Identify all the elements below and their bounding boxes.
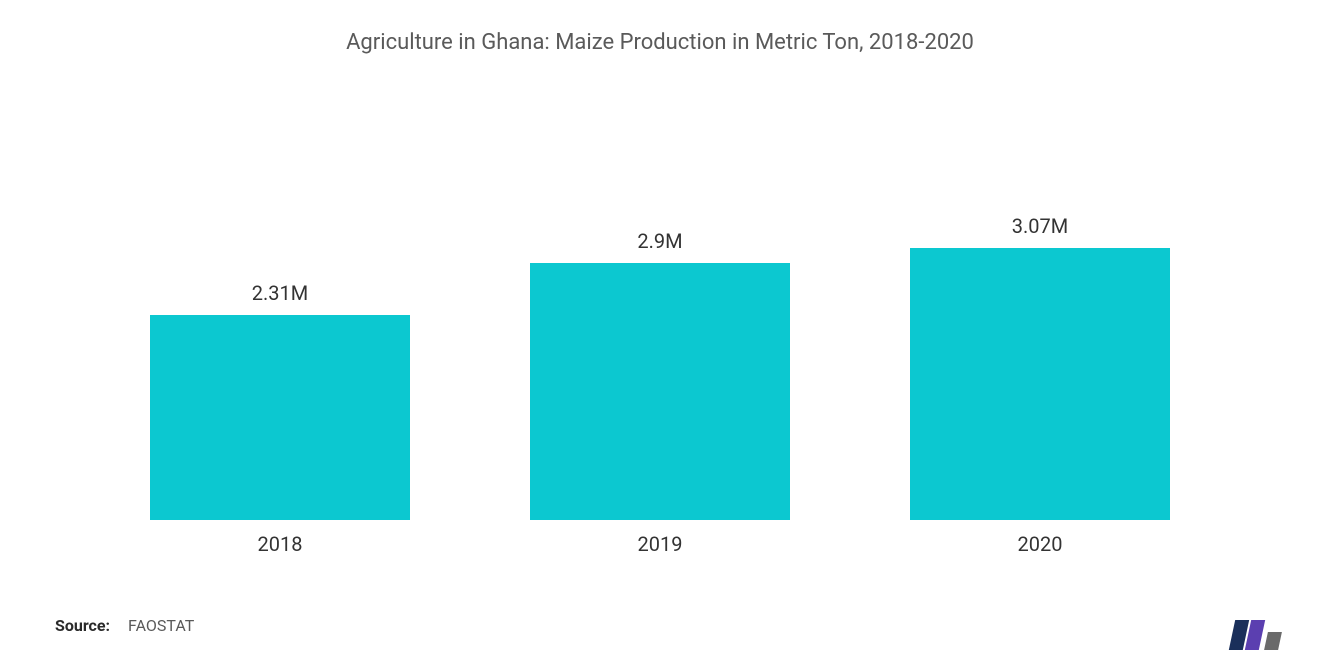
bar-value-label: 2.31M [252,281,308,305]
bar-category-label: 2018 [258,532,303,556]
chart-title: Agriculture in Ghana: Maize Production i… [50,30,1270,55]
source-label: Source: [55,616,110,635]
source-row: Source: FAOSTAT [50,616,1270,645]
bar [910,248,1170,520]
brand-logo [1232,620,1280,650]
bar-group-1: 2.9M 2019 [530,229,790,556]
bar-value-label: 2.9M [637,229,682,253]
plot-area: 2.31M 2018 2.9M 2019 3.07M 2020 [50,115,1270,616]
bar-value-label: 3.07M [1012,214,1068,238]
source-value: FAOSTAT [128,616,194,635]
logo-bar-icon [1264,632,1282,650]
bar-category-label: 2019 [638,532,683,556]
chart-container: Agriculture in Ghana: Maize Production i… [0,0,1320,665]
bar-group-0: 2.31M 2018 [150,281,410,556]
bar-group-2: 3.07M 2020 [910,214,1170,556]
bar [150,315,410,520]
bar [530,263,790,520]
bar-category-label: 2020 [1018,532,1063,556]
